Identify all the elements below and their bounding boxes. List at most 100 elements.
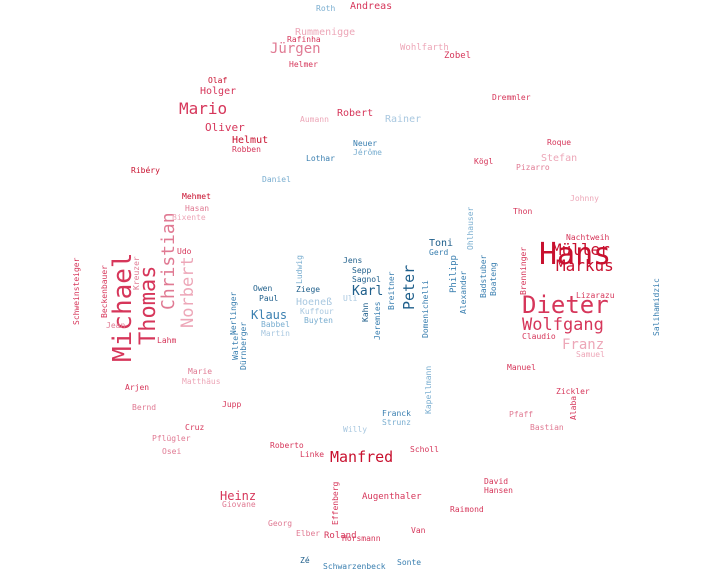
word: Hans — [539, 237, 612, 272]
word: Brenninger — [519, 246, 528, 295]
word: Robben — [232, 145, 261, 154]
word: Nachtweih — [566, 233, 610, 242]
word: Markus — [556, 256, 614, 275]
word: Zé — [300, 556, 310, 565]
word: Kreuzer — [132, 256, 141, 290]
word: Boateng — [489, 262, 498, 296]
word: Jürgen — [270, 41, 321, 57]
word: Giovane — [222, 500, 256, 509]
word: Lothar — [306, 154, 335, 163]
word: Roland — [324, 531, 357, 541]
word: Helmer — [289, 60, 318, 69]
word: Helmut — [232, 135, 269, 146]
word: Jupp — [222, 400, 242, 409]
word: Thon — [513, 207, 533, 216]
word: Ribéry — [131, 166, 160, 175]
word: Claudio — [522, 332, 556, 341]
word: Osei — [162, 447, 182, 456]
word: Olaf — [208, 76, 228, 85]
word: Karl — [352, 284, 384, 299]
word: Badstuber — [479, 254, 488, 298]
word: Uli — [343, 294, 358, 303]
word: Pizarro — [516, 163, 550, 172]
word: Mehmet — [182, 192, 211, 201]
word: Neuer — [353, 139, 378, 148]
word: Horsmann — [342, 534, 381, 543]
word: Jean — [106, 321, 126, 330]
word: Johnny — [570, 194, 599, 203]
word: David — [484, 477, 509, 486]
word: Ziege — [296, 285, 321, 294]
word: Bixente — [172, 213, 206, 222]
word: Pflügler — [152, 434, 191, 443]
word: Manuel — [507, 363, 536, 372]
word: Zobel — [444, 51, 472, 61]
word: Rummenigge — [295, 27, 356, 38]
word: Elber — [296, 529, 321, 538]
word: Mario — [179, 99, 228, 118]
word: Hansen — [484, 486, 513, 495]
word: Babbel — [261, 320, 290, 329]
word: Daniel — [262, 175, 291, 184]
word: Willy — [343, 425, 368, 434]
word: Strunz — [382, 418, 411, 427]
word: Aumann — [300, 115, 329, 124]
word: Raimond — [450, 505, 484, 514]
word: Bastian — [530, 423, 564, 432]
word: Hasan — [185, 204, 210, 213]
word: Rainer — [385, 114, 422, 125]
word: Dürnberger — [239, 321, 248, 370]
word: Ludwig — [295, 255, 304, 284]
word: Andreas — [350, 1, 393, 12]
word: Toni — [429, 238, 454, 249]
word: Alaba — [569, 395, 578, 420]
word: Wohlfarth — [400, 43, 449, 53]
word: Wolfgang — [522, 315, 604, 335]
word: Stefan — [541, 153, 578, 164]
word: Roth — [316, 4, 336, 13]
word: Dremmler — [492, 93, 531, 102]
word: Udo — [177, 247, 192, 256]
word: Lizarazu — [576, 291, 615, 300]
word: Linke — [300, 450, 325, 459]
word: Marie — [188, 367, 213, 376]
word: Gerd — [429, 248, 449, 257]
word: Kögl — [474, 157, 494, 166]
word: Effenberg — [331, 481, 340, 525]
word: Hoeneß — [296, 297, 333, 308]
word: Philipp — [449, 255, 459, 293]
word: Holger — [200, 86, 237, 97]
word: Jérôme — [353, 148, 382, 157]
word: Klaus — [251, 308, 288, 322]
word: Oliver — [205, 121, 245, 134]
word: Matthäus — [182, 377, 221, 386]
word: Beckenbauer — [100, 265, 109, 318]
word: Augenthaler — [362, 492, 422, 502]
word: Jeremies — [373, 301, 382, 340]
word: Thomas — [136, 265, 161, 345]
word: Christian — [158, 212, 179, 310]
word: Sagnol — [352, 275, 381, 284]
word: Dieter — [522, 291, 609, 319]
word: Schwarzenbeck — [323, 562, 386, 571]
word: Manfred — [330, 448, 394, 466]
word: Scholl — [410, 445, 439, 454]
word: Samuel — [576, 350, 605, 359]
word: Ohlhauser — [466, 206, 475, 250]
word: Van — [411, 526, 426, 535]
word: Norbert — [178, 256, 198, 328]
word: Roberto — [270, 441, 304, 450]
word: Lahm — [157, 336, 177, 345]
word: Buyten — [304, 316, 333, 325]
word: Bernd — [132, 403, 157, 412]
word: Paul — [259, 294, 279, 303]
word: Nerlinger — [229, 291, 238, 335]
word: Heinz — [220, 489, 257, 503]
word: Peter — [400, 264, 418, 310]
word: Jens — [343, 256, 363, 265]
word: Zickler — [556, 387, 590, 396]
word: Breitner — [387, 271, 396, 310]
word: Cruz — [185, 423, 205, 432]
word: Arjen — [125, 383, 150, 392]
